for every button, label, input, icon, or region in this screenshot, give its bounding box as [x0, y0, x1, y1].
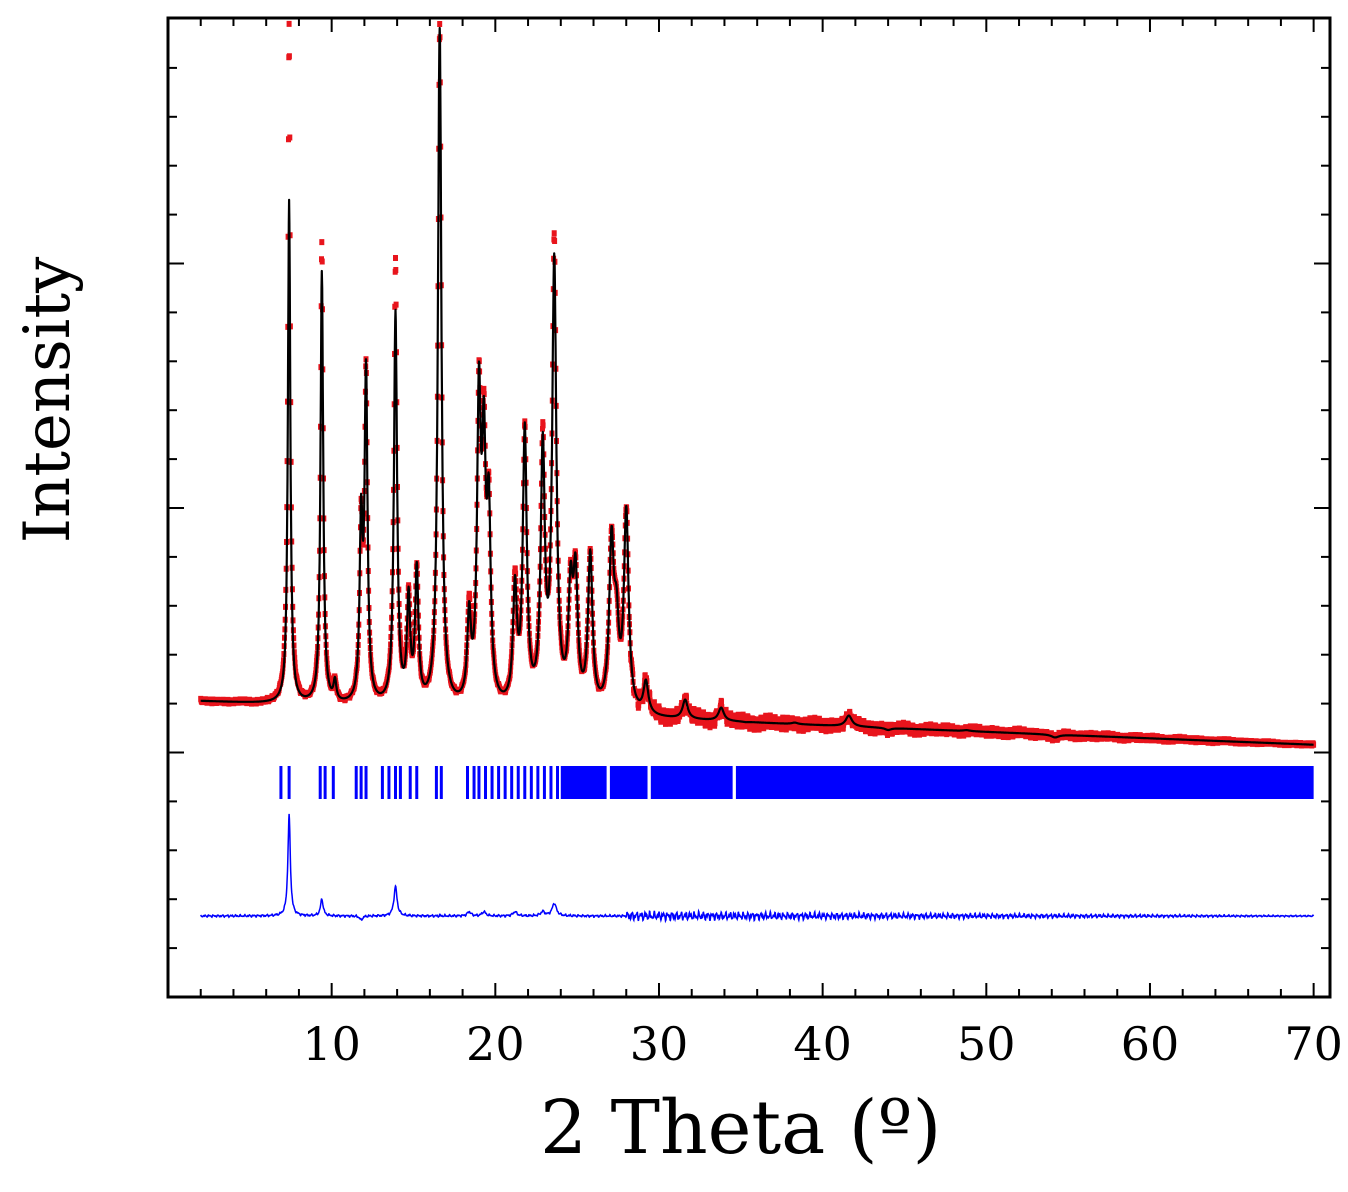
- x-tick-label: 40: [793, 1017, 852, 1071]
- x-tick-label: 30: [630, 1017, 689, 1071]
- x-tick-label: 70: [1284, 1017, 1343, 1071]
- calculated-pattern: [200, 26, 1315, 746]
- bragg-tick-band: [650, 766, 733, 799]
- x-tick-label: 20: [466, 1017, 525, 1071]
- bragg-tick-band: [560, 766, 607, 799]
- x-tick-label: 60: [1121, 1017, 1180, 1071]
- x-axis-title: 2 Theta (º): [540, 1085, 942, 1171]
- plot-frame: [166, 16, 1332, 999]
- bragg-tick-band: [735, 766, 1314, 799]
- bragg-tick-band: [609, 766, 648, 799]
- x-tick-label: 50: [957, 1017, 1016, 1071]
- y-axis-title: Intensity: [11, 256, 85, 544]
- x-tick-label: 10: [302, 1017, 361, 1071]
- difference-curve: [200, 813, 1315, 924]
